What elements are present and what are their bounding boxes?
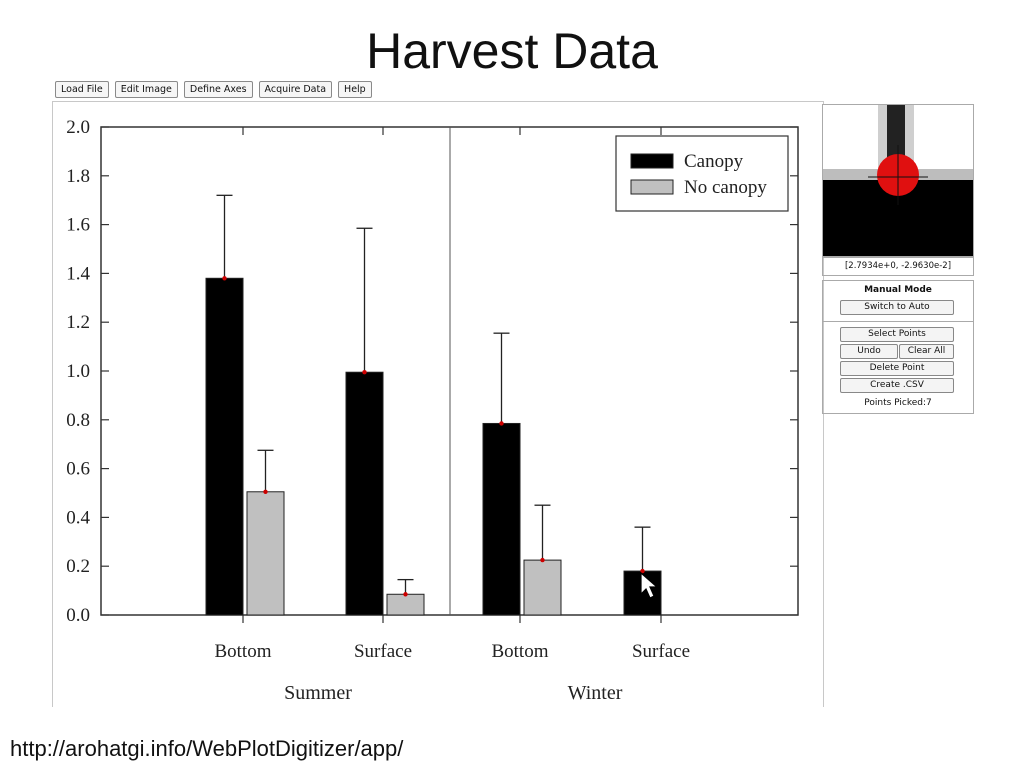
y-tick-label: 0.0 [66, 605, 90, 626]
undo-button[interactable]: Undo [840, 344, 898, 359]
slide-title: Harvest Data [366, 23, 658, 79]
y-tick-label: 0.6 [66, 459, 90, 480]
y-tick-label: 0.2 [66, 556, 90, 577]
legend-label: Canopy [684, 151, 744, 172]
picked-point-marker [540, 557, 545, 563]
y-tick-label: 2.0 [66, 117, 90, 138]
mode-label: Manual Mode [864, 285, 932, 295]
group-label: Winter [568, 682, 623, 704]
legend-label: No canopy [684, 177, 767, 198]
legend-box [615, 135, 789, 212]
panel-divider [823, 321, 973, 322]
edit-image-button[interactable]: Edit Image [114, 81, 178, 98]
mouse-cursor-icon [640, 571, 659, 599]
category-label: Bottom [491, 641, 548, 662]
load-file-button[interactable]: Load File [55, 81, 109, 98]
picked-point-marker [263, 489, 268, 494]
zoom-view [822, 104, 974, 257]
bar-canopy [205, 277, 244, 616]
picked-point-marker [362, 370, 367, 375]
legend-swatch [630, 179, 674, 195]
y-tick-label: 1.0 [66, 361, 90, 382]
cursor-coordinates: [2.7934e+0, -2.9630e-2] [822, 257, 974, 276]
bar-canopy [345, 371, 384, 616]
y-tick-label: 0.4 [66, 507, 90, 528]
legend-swatch [630, 153, 674, 169]
y-tick-label: 1.4 [66, 263, 90, 284]
create-csv-button[interactable]: Create .CSV [840, 378, 954, 393]
define-axes-button[interactable]: Define Axes [183, 81, 253, 98]
clear-all-button[interactable]: Clear All [899, 344, 954, 359]
picked-point-marker [499, 421, 504, 426]
picked-point-marker [222, 276, 227, 281]
y-tick-label: 1.2 [66, 312, 90, 333]
plot-canvas[interactable]: 0.0 0.2 0.4 0.6 0.8 1.0 1.2 1.4 1.6 1.8 2.0 Bottom S… [52, 101, 824, 707]
y-tick-label: 1.8 [66, 166, 90, 187]
delete-point-button[interactable]: Delete Point [840, 361, 954, 376]
acquire-data-button[interactable]: Acquire Data [258, 81, 333, 98]
y-tick-label: 1.6 [66, 215, 90, 236]
points-picked-count: Points Picked:7 [864, 398, 932, 408]
bar-chart: 0.0 0.2 0.4 0.6 0.8 1.0 1.2 1.4 1.6 1.8 2.0 Bottom S… [66, 117, 799, 704]
bar-canopy [482, 422, 521, 616]
bar-no-canopy [523, 559, 562, 616]
y-tick-label: 0.8 [66, 410, 90, 431]
control-panel: Manual Mode Switch to Auto Select Points… [822, 280, 974, 414]
bar-no-canopy [386, 593, 425, 616]
help-button[interactable]: Help [338, 81, 372, 98]
category-label: Bottom [214, 641, 271, 662]
bar-no-canopy [246, 491, 285, 616]
toolbar: Load File Edit Image Define Axes Acquire… [55, 81, 372, 98]
category-label: Surface [632, 641, 690, 662]
picked-point-marker [403, 592, 408, 597]
group-label: Summer [284, 682, 352, 704]
slide-url: http://arohatgi.info/WebPlotDigitizer/ap… [10, 736, 404, 761]
switch-to-auto-button[interactable]: Switch to Auto [840, 300, 954, 315]
picked-point-marker [640, 568, 645, 574]
zoom-preview [823, 105, 973, 256]
category-label: Surface [354, 641, 412, 662]
select-points-button[interactable]: Select Points [840, 327, 954, 342]
